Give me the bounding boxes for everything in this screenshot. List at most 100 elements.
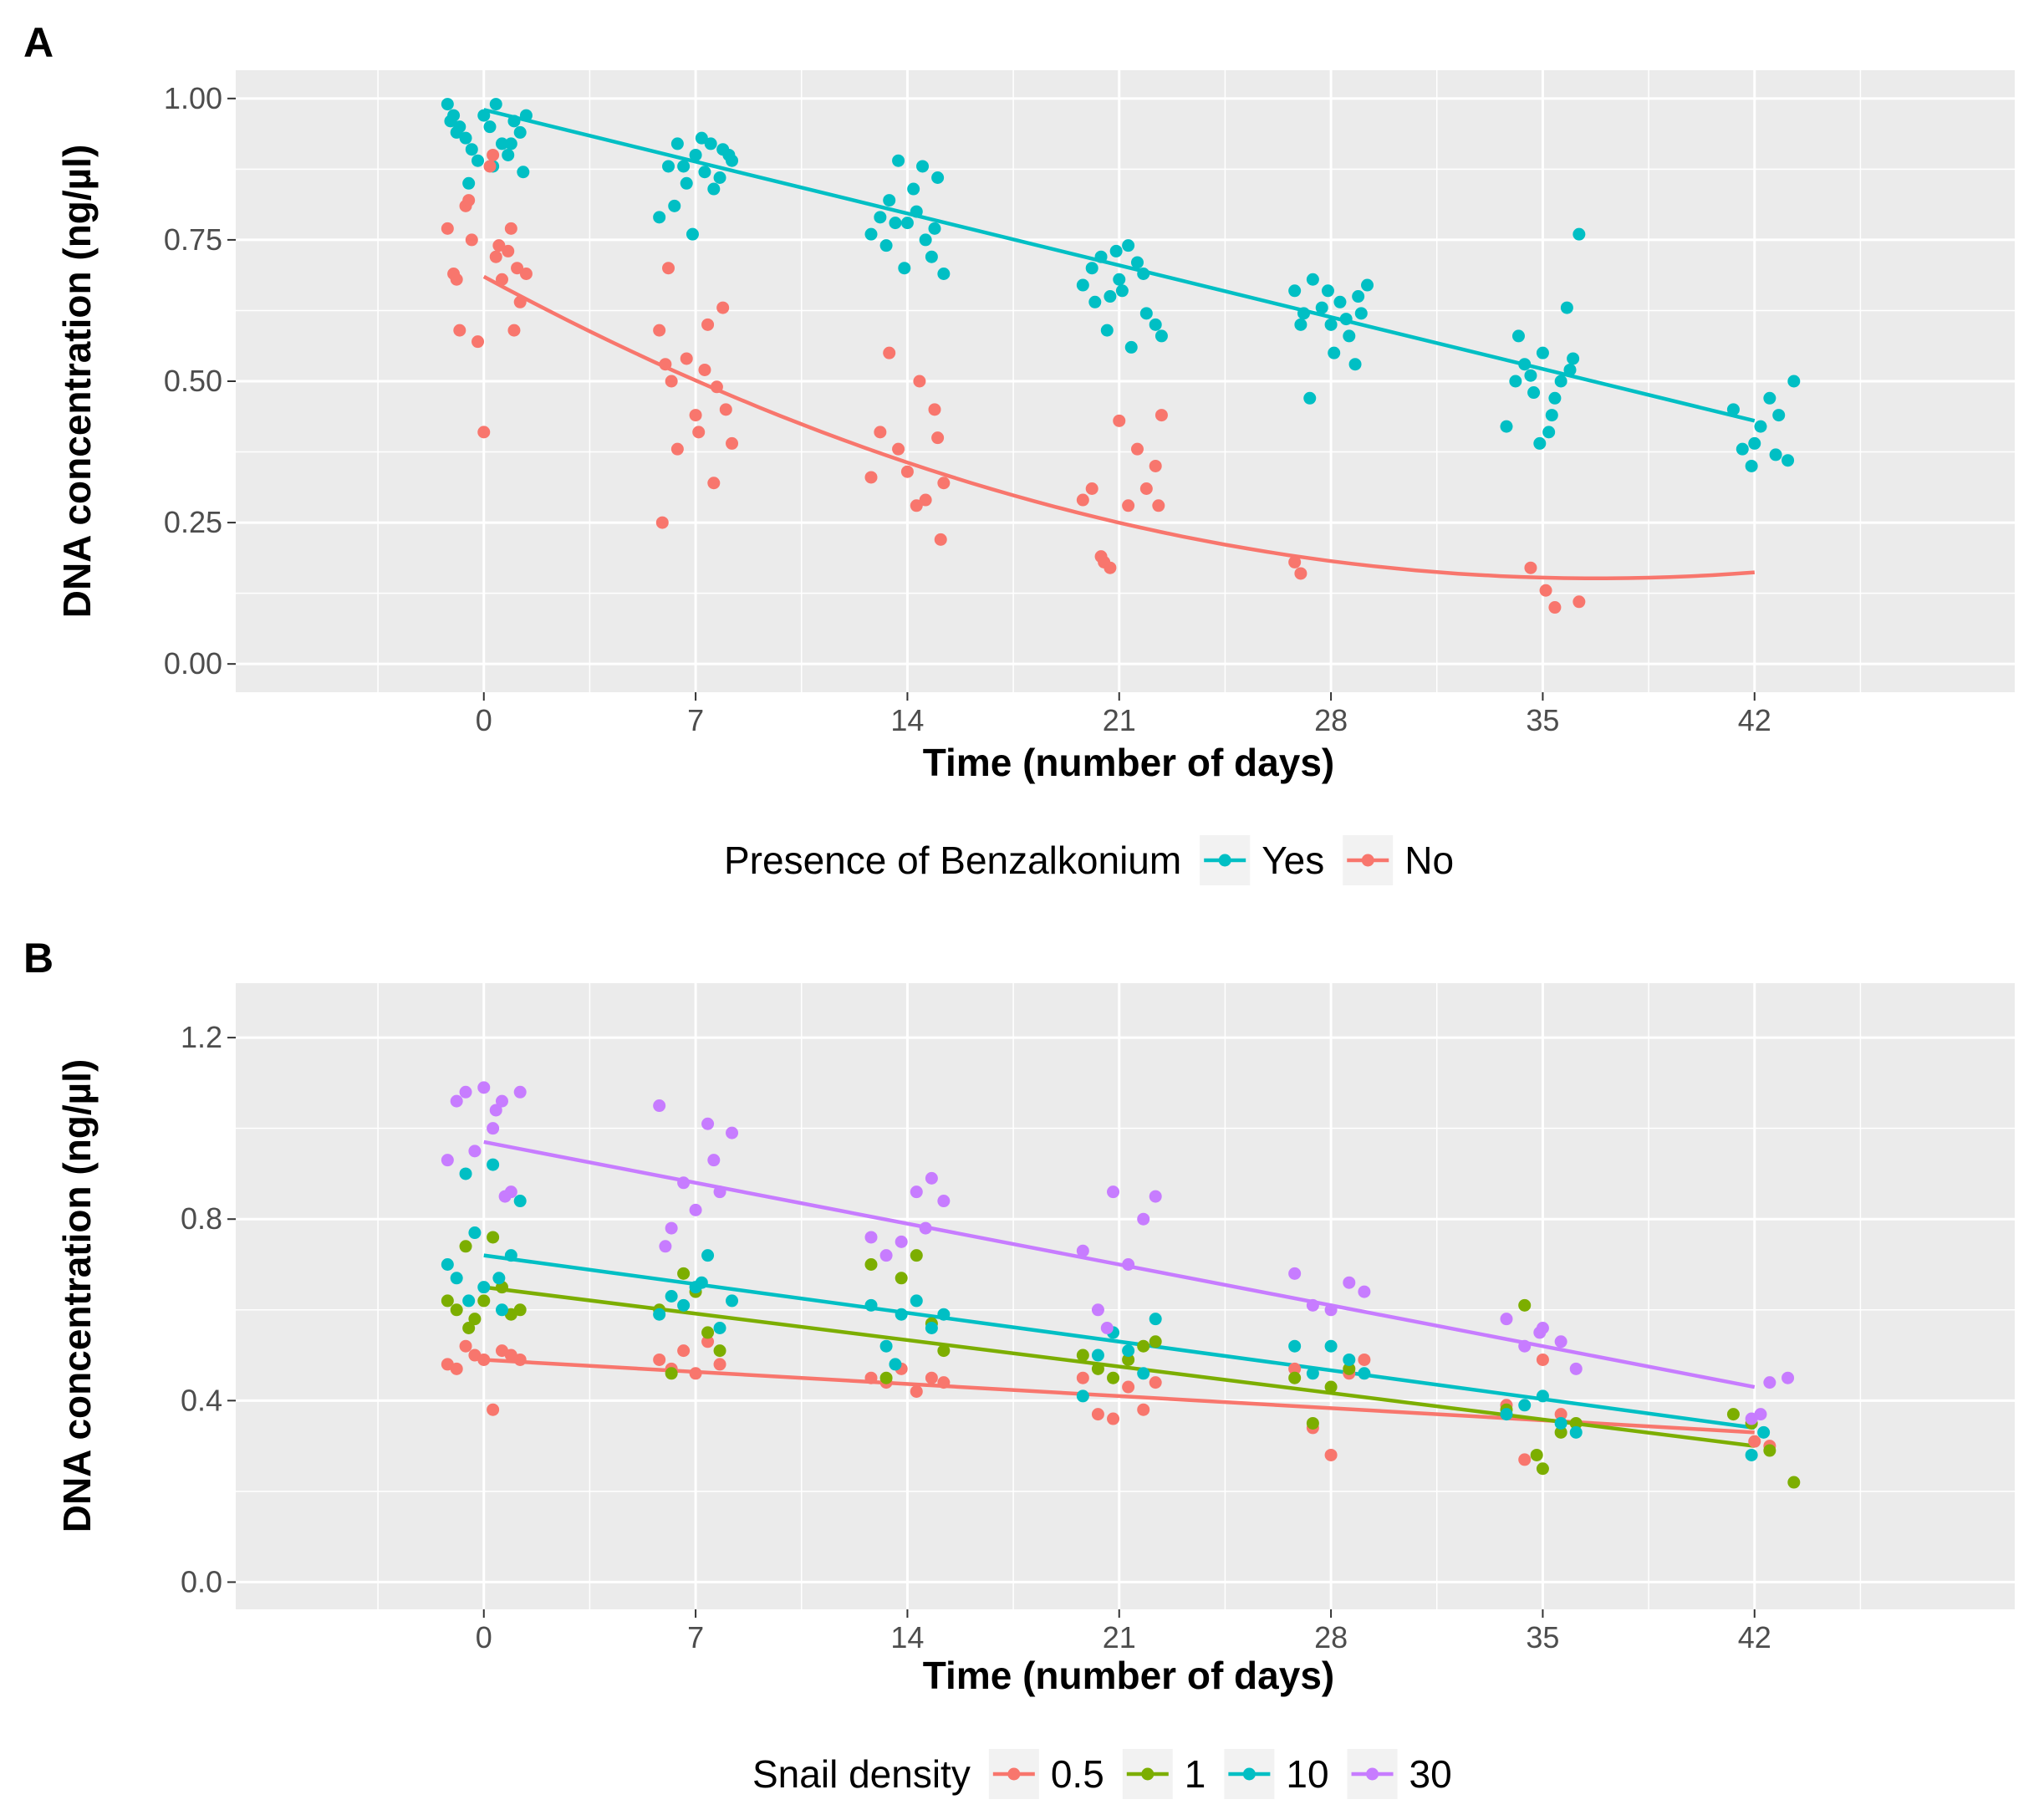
data-point	[1076, 493, 1089, 507]
data-point	[1149, 459, 1162, 472]
data-point	[513, 1195, 527, 1208]
data-point	[1288, 555, 1302, 568]
data-point	[1297, 307, 1311, 320]
data-point	[471, 154, 485, 167]
data-point	[698, 166, 711, 179]
data-point	[879, 1249, 893, 1262]
data-point	[910, 499, 923, 512]
data-point	[910, 1384, 923, 1398]
x-tick-label: 14	[890, 703, 924, 737]
data-point	[889, 1358, 902, 1371]
data-point	[1745, 459, 1758, 472]
data-point	[1122, 239, 1135, 252]
data-point	[519, 267, 533, 280]
data-point	[1518, 1399, 1532, 1412]
panel-a-legend-title: Presence of Benzalkonium	[724, 839, 1181, 882]
data-point	[489, 250, 502, 263]
data-point	[1567, 352, 1580, 365]
legend-key-point	[1361, 854, 1374, 867]
data-point	[1352, 290, 1365, 303]
data-point	[1085, 482, 1098, 496]
data-point	[713, 1344, 726, 1358]
data-point	[459, 131, 472, 145]
data-point	[874, 426, 887, 439]
data-point	[1321, 284, 1334, 298]
data-point	[707, 477, 721, 490]
data-point	[1563, 363, 1577, 376]
data-point	[864, 1258, 878, 1272]
data-point	[677, 160, 691, 173]
data-point	[677, 1176, 691, 1190]
data-point	[898, 262, 911, 275]
panel-b-fit-lines	[483, 1139, 1756, 1448]
data-point	[1076, 1371, 1089, 1384]
legend-item-30: 30	[1347, 1749, 1452, 1799]
data-point	[707, 182, 721, 196]
data-point	[504, 137, 517, 150]
data-point	[462, 194, 476, 207]
data-point	[701, 1326, 715, 1339]
data-point	[459, 1240, 472, 1253]
data-point	[1149, 318, 1162, 331]
data-point	[1772, 409, 1786, 422]
data-point	[931, 431, 945, 445]
data-point	[1527, 386, 1541, 400]
data-point	[1152, 499, 1165, 512]
data-point	[1098, 555, 1111, 568]
data-point	[1569, 1362, 1583, 1375]
data-point	[864, 471, 878, 484]
data-point	[519, 109, 533, 122]
data-point	[701, 318, 715, 331]
data-point	[928, 403, 941, 416]
y-tick-label: 0.50	[164, 364, 222, 398]
data-point	[668, 199, 681, 212]
x-tick-label: 21	[1103, 703, 1136, 737]
series-1-points	[441, 1231, 1801, 1489]
data-point	[1569, 1425, 1583, 1439]
data-point	[895, 1235, 908, 1248]
data-point	[1107, 1371, 1120, 1384]
data-point	[1745, 1448, 1758, 1461]
data-point	[1076, 1349, 1089, 1362]
data-point	[1091, 1303, 1104, 1317]
data-point	[487, 148, 500, 161]
data-point	[937, 477, 951, 490]
data-point	[916, 160, 930, 173]
data-point	[1294, 567, 1307, 580]
panel-a-letter: A	[23, 19, 54, 66]
data-point	[925, 1321, 938, 1334]
data-point	[1573, 595, 1586, 609]
data-point	[468, 1226, 482, 1240]
data-point	[1288, 1362, 1302, 1375]
data-point	[710, 380, 723, 394]
data-point	[1155, 409, 1168, 422]
data-point	[655, 516, 669, 529]
data-point	[495, 273, 508, 286]
data-point	[1115, 284, 1129, 298]
data-point	[492, 1272, 506, 1285]
data-point	[450, 1094, 463, 1108]
data-point	[713, 1185, 726, 1199]
data-point	[1088, 295, 1102, 308]
data-point	[677, 1298, 691, 1312]
x-tick-label: 28	[1314, 1620, 1348, 1654]
data-point	[653, 1308, 666, 1321]
data-point	[689, 1203, 702, 1216]
data-point	[722, 148, 736, 161]
data-point	[1509, 375, 1522, 388]
data-point	[895, 1272, 908, 1285]
data-point	[1130, 442, 1144, 456]
data-point	[504, 1249, 517, 1262]
data-point	[1524, 369, 1537, 382]
series-No-fit-line	[482, 274, 1755, 581]
data-point	[1109, 244, 1123, 257]
data-point	[701, 1249, 715, 1262]
series-1-fit-line	[483, 1285, 1756, 1448]
data-point	[670, 442, 684, 456]
data-point	[1122, 1258, 1135, 1272]
data-point	[659, 358, 672, 371]
data-point	[1113, 414, 1126, 427]
data-point	[1358, 1367, 1371, 1380]
legend-key-point	[1141, 1767, 1155, 1781]
x-tick-label: 21	[1103, 1620, 1136, 1654]
